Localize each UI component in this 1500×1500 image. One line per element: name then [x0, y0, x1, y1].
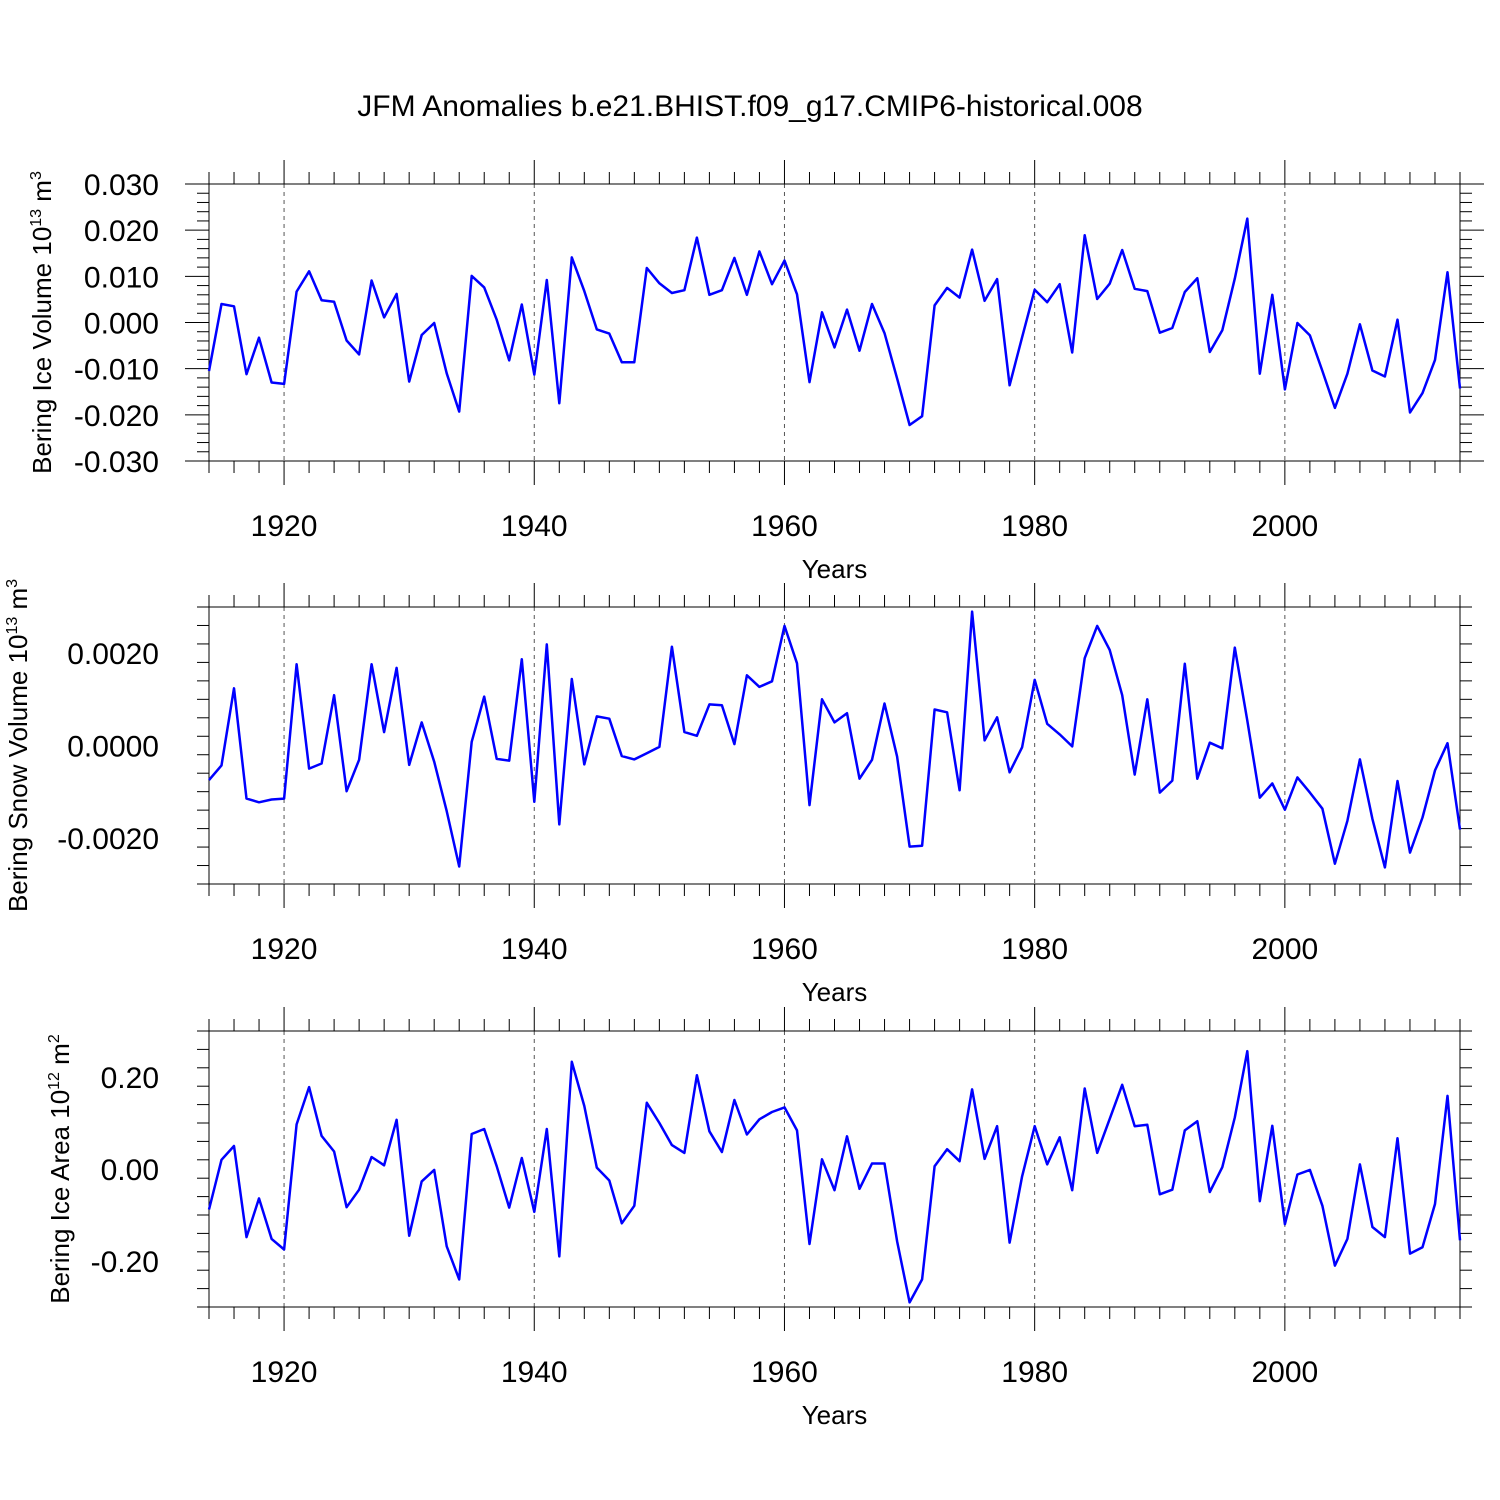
y-tick-label: 0.20 — [101, 1062, 159, 1095]
y-tick-label: 0.010 — [84, 261, 159, 294]
x-tick-label: 1920 — [251, 933, 318, 966]
plot-frame — [208, 183, 1461, 462]
x-tick-label: 1940 — [501, 1356, 568, 1389]
figure-title: JFM Anomalies b.e21.BHIST.f09_g17.CMIP6-… — [357, 90, 1143, 123]
y-tick-label: -0.20 — [91, 1246, 159, 1279]
x-axis-title: Years — [802, 1400, 868, 1430]
x-tick-label: 1920 — [251, 1356, 318, 1389]
x-tick-label: 1920 — [251, 510, 318, 543]
series-line-snow-volume — [208, 610, 1462, 869]
y-tick-label: -0.010 — [74, 354, 159, 387]
x-tick-label: 1980 — [1001, 933, 1068, 966]
y-axis-title: Bering Ice Volume 1013 m3 — [27, 171, 57, 474]
x-axis-title: Years — [802, 977, 868, 1007]
y-axis-title: Bering Ice Area 1012 m2 — [45, 1034, 75, 1304]
x-tick-label: 2000 — [1251, 510, 1318, 543]
y-tick-label: 0.0020 — [67, 638, 159, 671]
x-axis-title: Years — [802, 554, 868, 584]
y-axis-title: Bering Snow Volume 1013 m3 — [3, 579, 33, 912]
series-line-ice-volume — [207, 217, 1462, 427]
y-tick-label: 0.020 — [84, 215, 159, 248]
chart-panel-ice-volume: 1920 1940 1960 1980 2000 Years -0.030 -0.020 -0.… — [27, 160, 1484, 584]
y-tick-label: -0.0020 — [57, 823, 159, 856]
y-tick-label: -0.020 — [74, 400, 159, 433]
x-tick-label: 2000 — [1251, 1356, 1318, 1389]
chart-panel-ice-area: 1920 1940 1960 1980 2000 Years -0.20 0.00 0.20 Be… — [45, 1007, 1472, 1430]
chart-panel-snow-volume: 1920 1940 1960 1980 2000 Years -0.0020 0.0000 0.… — [3, 579, 1472, 1007]
x-tick-label: 1980 — [1001, 510, 1068, 543]
y-tick-label: 0.00 — [101, 1154, 159, 1187]
x-tick-label: 1960 — [751, 1356, 818, 1389]
x-tick-label: 1940 — [501, 510, 568, 543]
series-line-ice-area — [207, 1049, 1462, 1304]
plot-frame — [208, 1030, 1461, 1308]
y-tick-label: -0.030 — [74, 446, 159, 479]
x-tick-label: 2000 — [1251, 933, 1318, 966]
x-tick-label: 1980 — [1001, 1356, 1068, 1389]
y-tick-label: 0.000 — [84, 308, 159, 341]
plot-frame — [208, 606, 1461, 885]
x-tick-label: 1960 — [751, 510, 818, 543]
y-tick-label: 0.0000 — [67, 731, 159, 764]
x-tick-label: 1960 — [751, 933, 818, 966]
y-tick-label: 0.030 — [84, 169, 159, 202]
x-tick-label: 1940 — [501, 933, 568, 966]
